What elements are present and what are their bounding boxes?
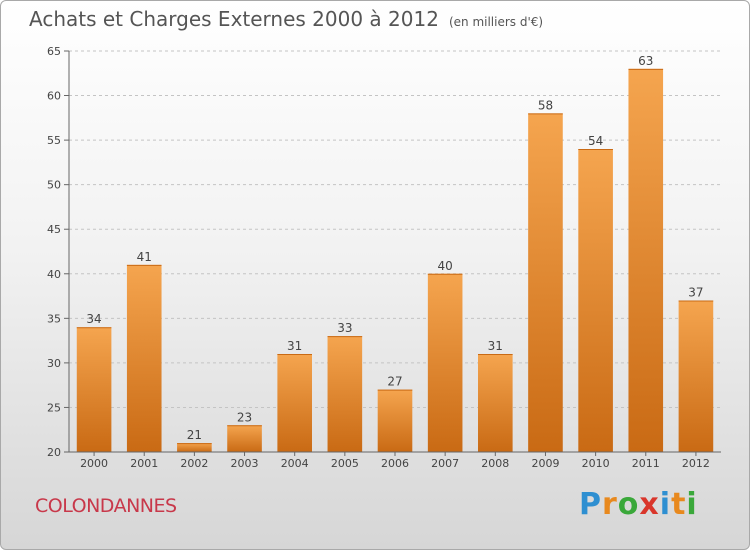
logo-letter: o xyxy=(617,487,640,522)
data-label: 31 xyxy=(287,339,302,353)
y-tick-label: 60 xyxy=(47,90,61,103)
x-tick-label: 2003 xyxy=(231,457,259,470)
logo-letter: t xyxy=(671,487,687,522)
bar xyxy=(528,113,563,452)
bar xyxy=(478,353,513,452)
y-tick-label: 55 xyxy=(47,134,61,147)
y-tick-label: 25 xyxy=(47,401,61,414)
x-tick-label: 2009 xyxy=(531,457,559,470)
bars: 34 41 21 23 31 33 27 40 31 58 54 63 37 xyxy=(76,54,714,453)
chart-title-text: Achats et Charges Externes 2000 à 2012 xyxy=(29,7,439,31)
y-tick-label: 20 xyxy=(47,446,61,459)
y-tick-label: 50 xyxy=(47,179,61,192)
data-label: 37 xyxy=(688,286,703,300)
logo-letter: i xyxy=(686,487,698,522)
data-label: 41 xyxy=(137,250,152,264)
x-tick-label: 2002 xyxy=(180,457,208,470)
x-tick-label: 2011 xyxy=(632,457,660,470)
y-tick-label: 65 xyxy=(47,45,61,58)
data-label: 23 xyxy=(237,410,252,424)
bar xyxy=(427,273,463,452)
logo-letter: i xyxy=(659,487,672,522)
x-tick-label: 2007 xyxy=(431,457,459,470)
bar xyxy=(377,389,413,452)
axes: 20 25 30 35 40 45 50 55 60 65 2000 2001 2002 2003 2004… xyxy=(47,45,721,470)
x-tick-label: 2006 xyxy=(381,457,409,470)
data-label: 21 xyxy=(187,428,202,442)
logo-letter: r xyxy=(602,487,618,522)
x-tick-label: 2000 xyxy=(80,457,108,470)
data-label: 27 xyxy=(387,375,402,389)
bar xyxy=(76,327,112,452)
x-tick-label: 2012 xyxy=(682,457,710,470)
data-label: 58 xyxy=(538,98,553,112)
y-tick-label: 40 xyxy=(47,268,61,281)
logo-letter: x xyxy=(639,487,660,522)
data-label: 34 xyxy=(86,312,101,326)
data-label: 33 xyxy=(337,321,352,335)
logo-letter: P xyxy=(579,487,602,522)
bar xyxy=(277,353,312,452)
bar xyxy=(126,264,162,452)
y-tick-label: 30 xyxy=(47,357,61,370)
y-tick-label: 35 xyxy=(47,312,61,325)
proxiti-logo: Proxiti xyxy=(579,487,698,522)
data-label: 31 xyxy=(488,339,503,353)
location-name: COLONDANNES xyxy=(35,495,177,517)
data-label: 54 xyxy=(588,134,603,148)
x-tick-label: 2008 xyxy=(481,457,509,470)
bar xyxy=(177,443,212,452)
grid xyxy=(69,50,721,408)
chart-title: Achats et Charges Externes 2000 à 2012 (e… xyxy=(29,7,543,31)
bar xyxy=(227,425,262,452)
y-tick-label: 45 xyxy=(47,223,61,236)
bar xyxy=(678,300,714,452)
x-tick-label: 2004 xyxy=(281,457,309,470)
data-label: 63 xyxy=(638,54,653,68)
chart-unit: (en milliers d'€) xyxy=(448,15,544,29)
data-label: 40 xyxy=(438,259,453,273)
bar xyxy=(628,68,664,453)
x-tick-label: 2001 xyxy=(130,457,158,470)
bar xyxy=(327,336,363,452)
x-tick-label: 2005 xyxy=(331,457,359,470)
x-tick-label: 2010 xyxy=(582,457,610,470)
bar xyxy=(578,149,613,452)
